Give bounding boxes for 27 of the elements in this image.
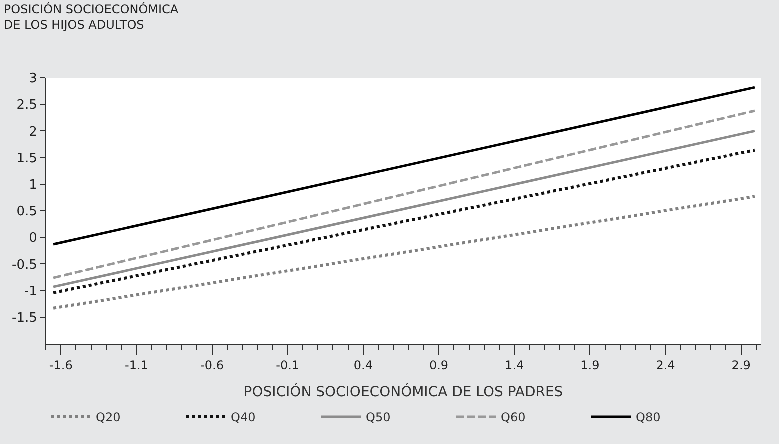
y-tick-label: 2 bbox=[29, 124, 38, 140]
x-tick-label: 1.4 bbox=[505, 358, 524, 372]
x-tick-label: 0.4 bbox=[354, 358, 373, 372]
legend-label: Q40 bbox=[231, 410, 256, 425]
x-tick-label: -1.6 bbox=[49, 358, 73, 372]
y-tick-label: 0.5 bbox=[16, 204, 38, 220]
x-tick-label: 1.9 bbox=[580, 358, 600, 372]
y-tick-label: 2.5 bbox=[16, 98, 38, 114]
x-tick-label: -0.6 bbox=[200, 358, 224, 372]
legend-label: Q20 bbox=[96, 410, 121, 425]
x-tick-label: -1.1 bbox=[124, 358, 148, 372]
y-tick-label: 3 bbox=[29, 72, 38, 87]
chart-title: POSICIÓN SOCIOECONÓMICA DE LOS HIJOS ADULTOS bbox=[4, 1, 180, 32]
legend-label: Q50 bbox=[366, 410, 391, 425]
x-tick-label: 2.4 bbox=[656, 358, 676, 372]
x-tick-label: 2.9 bbox=[732, 358, 751, 372]
legend-label: Q80 bbox=[636, 410, 661, 425]
y-tick-label: -1.5 bbox=[12, 310, 38, 326]
x-tick-label: -0.1 bbox=[276, 358, 300, 372]
y-tick-label: -1 bbox=[24, 284, 38, 300]
legend-label: Q60 bbox=[501, 410, 526, 425]
y-tick-label: 0 bbox=[29, 231, 38, 246]
x-tick-label: 0.9 bbox=[429, 358, 449, 372]
x-axis-title: POSICIÓN SOCIOECONÓMICA DE LOS PADRES bbox=[244, 384, 564, 401]
y-tick-label: -0.5 bbox=[12, 258, 38, 273]
y-tick-label: 1.5 bbox=[16, 151, 38, 166]
y-tick-label: 1 bbox=[29, 178, 38, 193]
